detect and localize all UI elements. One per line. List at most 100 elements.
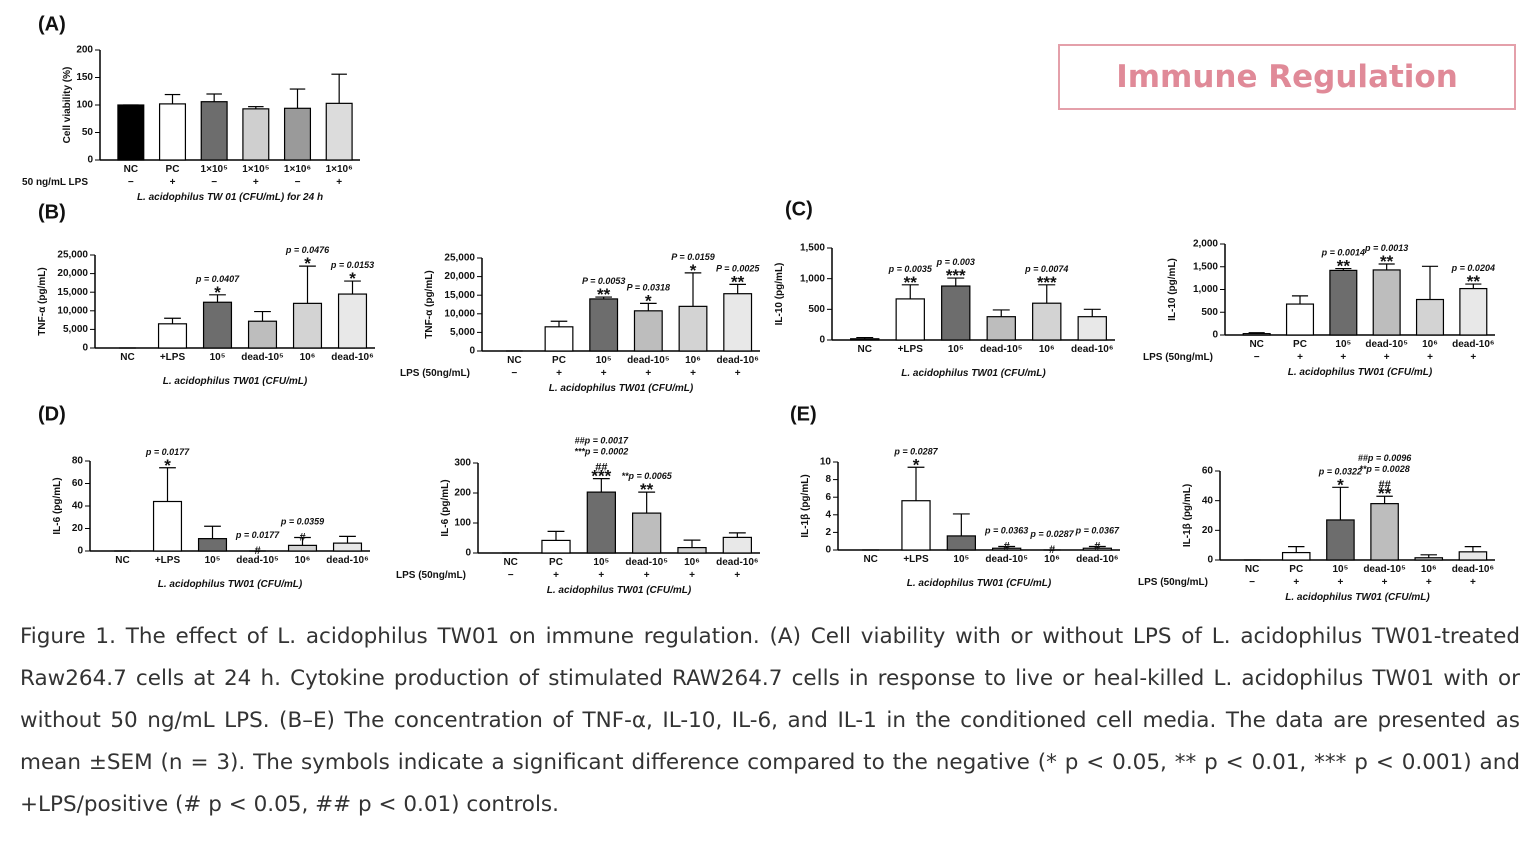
lps-label: LPS (50ng/mL) xyxy=(1138,577,1208,588)
x-tick-label: 10⁶ xyxy=(1039,344,1055,355)
lps-sign: − xyxy=(1254,352,1260,363)
y-tick-label: 500 xyxy=(808,304,825,315)
bar xyxy=(895,298,925,341)
x-tick-label: 10⁶ xyxy=(685,355,701,366)
x-tick-label: +LPS xyxy=(903,554,929,565)
bar xyxy=(722,536,752,554)
panel-label: (E) xyxy=(790,403,817,425)
x-tick-label: PC xyxy=(549,557,563,568)
significance-mark: * xyxy=(304,254,311,273)
p-value: p = 0.0177 xyxy=(235,530,280,540)
y-tick-label: 8 xyxy=(825,474,831,485)
y-tick-label: 20 xyxy=(1202,525,1214,536)
x-axis-label: L. acidophilus TW01 (CFU/mL) xyxy=(158,579,303,590)
panel-label: (A) xyxy=(38,13,66,35)
lps-sign: + xyxy=(336,177,342,188)
lps-sign: + xyxy=(645,368,651,379)
p-value: ***p = 0.0002 xyxy=(574,447,628,457)
bar xyxy=(283,107,312,161)
lps-sign: − xyxy=(295,177,301,188)
lps-sign: − xyxy=(128,177,134,188)
bar xyxy=(986,316,1016,341)
x-tick-label: 10⁵ xyxy=(948,344,964,355)
bar xyxy=(1326,519,1355,561)
x-tick-label: 10⁵ xyxy=(205,555,221,566)
y-axis-label: TNF-α (pg/mL) xyxy=(37,267,48,335)
x-tick-label: dead-10⁶ xyxy=(1452,339,1494,350)
y-tick-label: 25,000 xyxy=(57,250,88,261)
y-tick-label: 0 xyxy=(825,545,831,556)
x-tick-label: NC xyxy=(124,164,138,175)
y-tick-label: 200 xyxy=(454,488,471,499)
x-axis-label: L. acidophilus TW01 (CFU/mL) xyxy=(549,383,694,394)
x-tick-label: 10⁶ xyxy=(1421,564,1437,575)
lps-sign: + xyxy=(1384,352,1390,363)
y-tick-label: 0 xyxy=(87,155,93,166)
bar xyxy=(1032,302,1062,341)
p-value: p = 0.0287 xyxy=(1029,529,1074,539)
bar xyxy=(1242,333,1271,336)
y-tick-label: 1,500 xyxy=(1193,261,1218,272)
significance-mark: # xyxy=(1094,540,1100,552)
x-tick-label: +LPS xyxy=(160,352,186,363)
y-axis-label: IL-6 (pg/mL) xyxy=(52,477,63,534)
p-value: **p = 0.0028 xyxy=(1359,464,1409,474)
p-value: p = 0.0153 xyxy=(330,260,374,270)
p-value: **p = 0.0065 xyxy=(622,471,673,481)
lps-sign: + xyxy=(601,368,607,379)
p-value: p = 0.0014 xyxy=(1321,248,1365,258)
y-tick-label: 60 xyxy=(1202,466,1214,477)
lps-label: 50 ng/mL LPS xyxy=(22,177,88,188)
lps-sign: + xyxy=(1426,577,1432,588)
bar xyxy=(325,102,353,161)
x-tick-label: NC xyxy=(120,352,134,363)
bar xyxy=(242,108,270,161)
significance-mark: ## xyxy=(1378,479,1390,491)
lps-sign: − xyxy=(508,570,514,581)
x-axis-label: L. acidophilus TW01 (CFU/mL) xyxy=(1288,367,1433,378)
lps-sign: + xyxy=(735,368,741,379)
y-axis-label: IL-1β (pg/mL) xyxy=(1182,484,1193,547)
bar xyxy=(287,544,318,552)
p-value: p = 0.0407 xyxy=(195,274,240,284)
y-tick-label: 100 xyxy=(76,100,93,111)
lps-sign: + xyxy=(1340,352,1346,363)
x-tick-label: dead-10⁶ xyxy=(326,555,368,566)
bar xyxy=(157,323,188,349)
significance-mark: * xyxy=(349,269,356,288)
lps-sign: + xyxy=(1427,352,1433,363)
lps-sign: + xyxy=(690,368,696,379)
bar xyxy=(632,512,662,554)
y-tick-label: 1,000 xyxy=(1193,284,1218,295)
y-tick-label: 0 xyxy=(77,546,83,557)
p-value: p = 0.0476 xyxy=(285,245,330,255)
x-tick-label: dead-10⁵ xyxy=(625,557,668,568)
p-value: p = 0.0013 xyxy=(1364,243,1408,253)
y-axis-label: IL-10 (pg/mL) xyxy=(1167,258,1178,321)
panel-label: (C) xyxy=(785,198,813,220)
p-value: p = 0.0287 xyxy=(893,446,938,456)
y-axis-label: IL-1β (pg/mL) xyxy=(800,474,811,537)
significance-mark: ** xyxy=(904,273,918,292)
significance-mark: * xyxy=(645,291,652,310)
significance-mark: ** xyxy=(597,285,611,304)
bar xyxy=(901,500,931,551)
y-tick-label: 0 xyxy=(469,346,475,357)
y-tick-label: 10,000 xyxy=(57,305,88,316)
x-axis-label: L. acidophilus TW01 (CFU/mL) xyxy=(901,368,1046,379)
y-tick-label: 15,000 xyxy=(444,290,475,301)
significance-mark: ** xyxy=(731,272,745,291)
p-value: p = 0.0367 xyxy=(1075,525,1120,535)
x-tick-label: dead-10⁶ xyxy=(1452,564,1494,575)
p-value: p = 0.0359 xyxy=(280,517,324,527)
lps-sign: + xyxy=(553,570,559,581)
y-tick-label: 40 xyxy=(72,501,84,512)
y-tick-label: 100 xyxy=(454,518,471,529)
bar xyxy=(247,320,278,349)
x-tick-label: NC xyxy=(115,555,129,566)
bar xyxy=(1370,503,1399,561)
x-tick-label: 10⁶ xyxy=(295,555,311,566)
x-axis-label: L. acidophilus TW 01 (CFU/mL) for 24 h xyxy=(137,192,323,203)
x-axis-label: L. acidophilus TW01 (CFU/mL) xyxy=(907,578,1052,589)
